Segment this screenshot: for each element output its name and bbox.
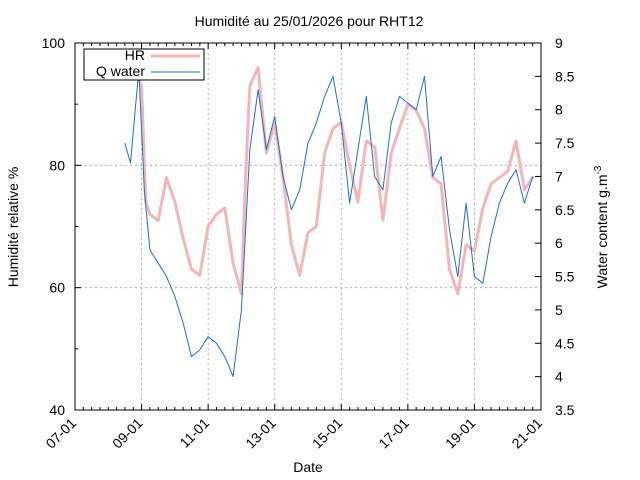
legend-label-qwater: Q water	[96, 63, 145, 79]
y-axis-left-label: Humidité relative %	[5, 167, 21, 288]
series-line-hr	[123, 66, 535, 296]
legend-box	[83, 48, 205, 81]
x-tick-label: 17-01	[375, 415, 412, 452]
y-left-tick-label: 80	[49, 157, 65, 173]
y-right-tick-label: 5	[555, 302, 563, 318]
legend: HR Q water	[83, 47, 205, 81]
y-right-tick-label: 3.5	[555, 402, 575, 418]
x-tick-label: 13-01	[242, 415, 279, 452]
y-right-tick-label: 5.5	[555, 269, 575, 285]
series-layer	[123, 66, 535, 378]
y-right-tick-label: 7	[555, 168, 563, 184]
y-right-tick-label: 4	[555, 369, 563, 385]
chart-title: Humidité au 25/01/2026 pour RHT12	[195, 13, 424, 29]
x-tick-label: 21-01	[508, 415, 545, 452]
y-axis-right-label-main: Water content g.m	[594, 175, 610, 289]
x-axis-label: Date	[293, 459, 323, 475]
x-tick-label: 07-01	[42, 415, 79, 452]
y-left-tick-label: 100	[42, 35, 66, 51]
y-right-tick-label: 6	[555, 235, 563, 251]
y-left-tick-label: 40	[49, 402, 65, 418]
y-axis-right-label: Water content g.m-3	[593, 165, 610, 288]
y-right-tick-label: 7.5	[555, 135, 575, 151]
grid-layer	[75, 43, 541, 410]
tick-layer: 07-01 09-01 11-01 13-01 15-01 17-01 19-01 21-01…	[42, 35, 575, 451]
legend-label-hr: HR	[125, 47, 145, 63]
x-tick-label: 15-01	[309, 415, 346, 452]
y-right-tick-label: 8	[555, 102, 563, 118]
x-tick-label: 19-01	[442, 415, 479, 452]
y-left-tick-label: 60	[49, 280, 65, 296]
x-tick-label: 09-01	[109, 415, 146, 452]
y-right-tick-label: 8.5	[555, 68, 575, 84]
x-tick-label: 11-01	[176, 415, 212, 451]
plot-frame	[74, 42, 542, 411]
y-right-tick-label: 4.5	[555, 335, 575, 351]
series-line-qwater	[124, 69, 534, 378]
y-right-tick-label: 6.5	[555, 202, 575, 218]
y-axis-right-label-sup: -3	[593, 165, 604, 174]
y-right-tick-label: 9	[555, 35, 563, 51]
